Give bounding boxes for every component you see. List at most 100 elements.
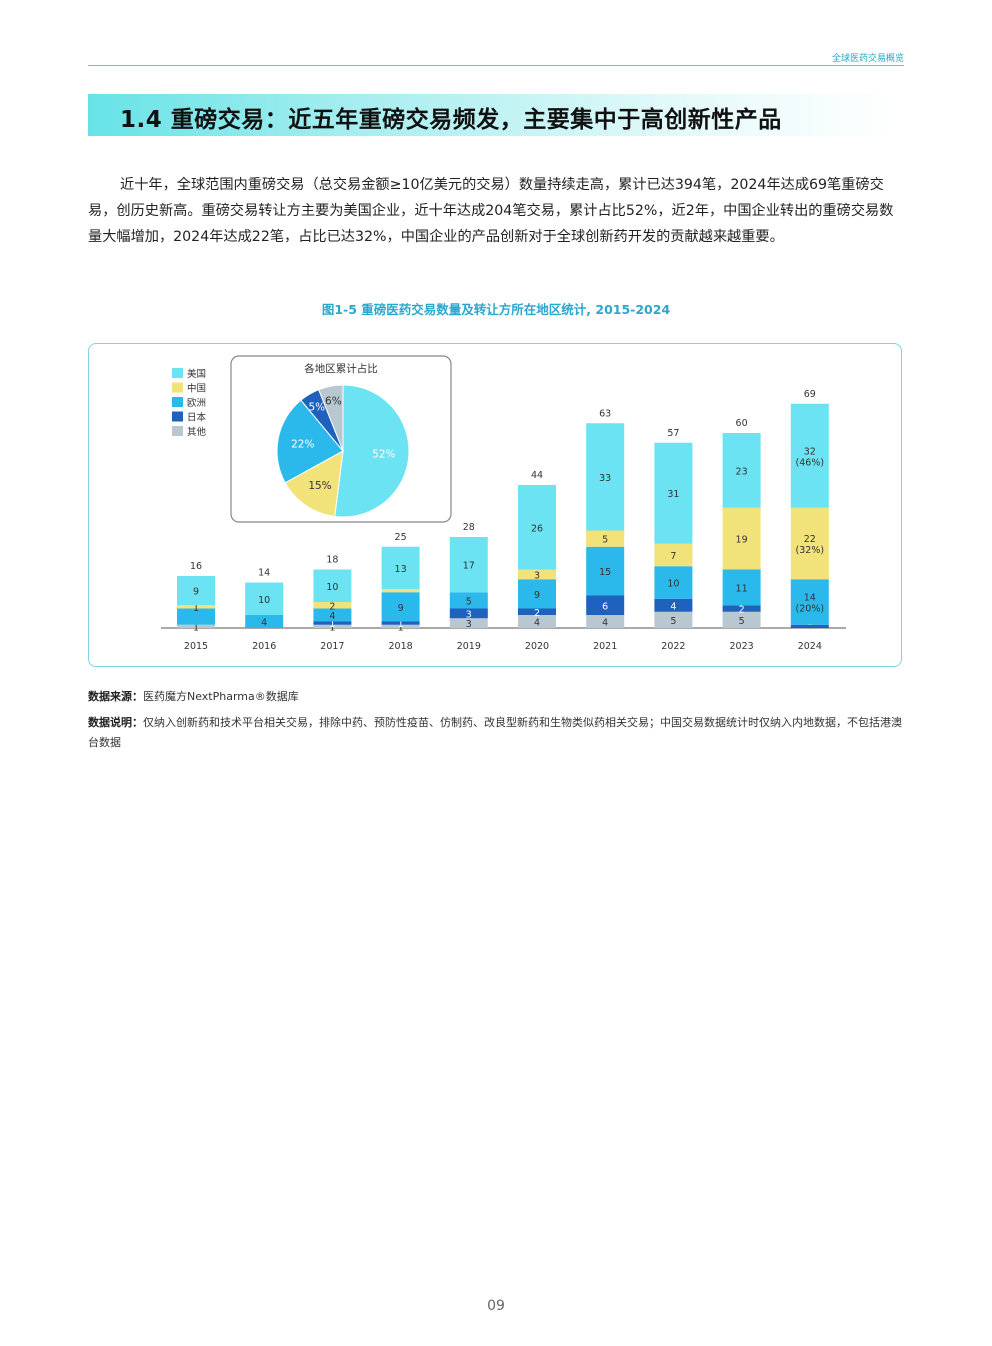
bar-data-label: 1 [193,622,199,633]
bar-data-label: 31 [667,489,679,500]
bar-data-label: 26 [531,523,543,534]
pie-slice [284,450,344,518]
pie-slice [318,384,344,452]
bar-data-label: 4 [329,611,335,622]
bar-segment [245,615,284,628]
data-note-text: 仅纳入创新药和技术平台相关交易，排除中药、预防性疫苗、仿制药、改良型新药和生物类… [88,716,902,749]
bar-total-label: 18 [326,555,338,566]
bar-segment [449,618,488,628]
bar-data-label: 4 [670,601,676,612]
bar-segment [518,608,556,615]
bar-data-label: 9 [534,590,540,601]
bar-data-label: (1%) [799,628,821,639]
bar-data-label: 14 [804,593,816,604]
bar-segment [518,579,556,609]
bar-segment [722,507,761,570]
x-tick-label: 2019 [457,641,481,652]
bar-data-label: 10 [326,582,338,593]
bar-data-label: 13 [395,564,407,575]
bar-segment [381,546,420,589]
pie-slice-label: 6% [325,395,342,407]
legend-label: 中国 [187,383,206,395]
bar-segment [518,569,556,580]
bar-segment [790,403,829,508]
bar-data-label: 15 [599,567,611,578]
bar-data-label: 17 [463,561,475,572]
bar-data-label: (20%) [796,604,825,615]
bar-segment [381,592,420,622]
bar-segment [722,433,761,508]
bar-data-label: 7 [670,551,676,562]
bar-segment [654,543,693,567]
bar-data-label: 33 [599,473,611,484]
x-tick-label: 2017 [320,641,344,652]
bar-segment [654,611,693,628]
bar-segment [790,507,829,580]
bar-segment [177,608,215,625]
bar-segment [586,615,625,628]
header-divider [88,65,904,66]
bar-data-label: 1 [398,622,404,633]
bar-data-label: 9 [193,587,199,598]
bar-data-label: 3 [466,609,472,620]
body-paragraph: 近十年，全球范围内重磅交易（总交易金额≥10亿美元的交易）数量持续走高，累计已达… [88,177,894,245]
pie-title: 各地区累计占比 [304,362,378,375]
bar-total-label: 28 [463,522,475,533]
data-note-label: 数据说明： [88,716,143,729]
x-tick-label: 2024 [798,641,822,652]
pie-slice-label: 22% [291,438,314,450]
bar-data-label: 2 [739,605,745,616]
bar-total-label: 69 [804,389,816,400]
bar-data-label: 11 [736,583,748,594]
x-tick-label: 2015 [184,641,208,652]
x-tick-label: 2021 [593,641,617,652]
bar-total-label: 16 [190,561,202,572]
bar-data-label: 10 [258,595,270,606]
bar-total-label: 25 [395,532,407,543]
bar-segment [177,605,215,609]
data-note: 数据说明：仅纳入创新药和技术平台相关交易，排除中药、预防性疫苗、仿制药、改良型新… [88,713,904,753]
legend-swatch [172,382,183,393]
bar-data-label: 3 [466,619,472,630]
bar-segment [790,579,829,625]
bar-data-label: 3 [534,570,540,581]
x-tick-label: 2016 [252,641,276,652]
x-tick-label: 2018 [389,641,413,652]
bar-data-label: 5 [466,596,472,607]
bar-data-label: 6 [602,601,608,612]
bar-data-label: (46%) [796,457,825,468]
bar-segment [722,569,761,606]
bar-data-label: 19 [736,535,748,546]
bar-data-label: 1 [398,619,404,630]
running-header: 全球医药交易概览 [831,54,904,64]
bar-data-label: 4 [261,618,267,629]
legend-swatch [172,426,183,436]
deal-chart: 1191620154101420161142101820171191325201… [161,355,846,652]
bar-segment [381,624,420,628]
bar-data-label: 2 [534,608,540,619]
x-tick-label: 2022 [661,641,685,652]
bar-segment [381,589,420,593]
bar-segment [722,611,761,628]
bar-data-label: 32 [804,446,816,457]
bar-segment [381,621,420,625]
bar-segment [449,537,488,593]
bar-data-label: 1 [329,622,335,633]
bar-data-label: 2 [329,601,335,612]
bar-data-label: 23 [736,466,748,477]
bar-segment [449,608,488,619]
legend-label: 美国 [187,368,206,380]
bar-total-label: 44 [531,470,543,481]
bar-data-label: 22 [804,534,816,545]
pie-slice-label: 5% [308,402,325,414]
bar-segment [654,566,693,599]
bar-total-label: 57 [667,428,679,439]
bar-total-label: 60 [736,418,748,429]
figure-caption: 图1-5 重磅医药交易数量及转让方所在地区统计, 2015-2024 [321,302,671,317]
bar-segment [313,624,352,628]
bar-data-label: 5 [670,616,676,627]
legend-label: 日本 [187,412,207,424]
pie-slice [276,399,344,484]
bar-segment [313,621,352,625]
bar-data-label: 9 [398,603,404,614]
